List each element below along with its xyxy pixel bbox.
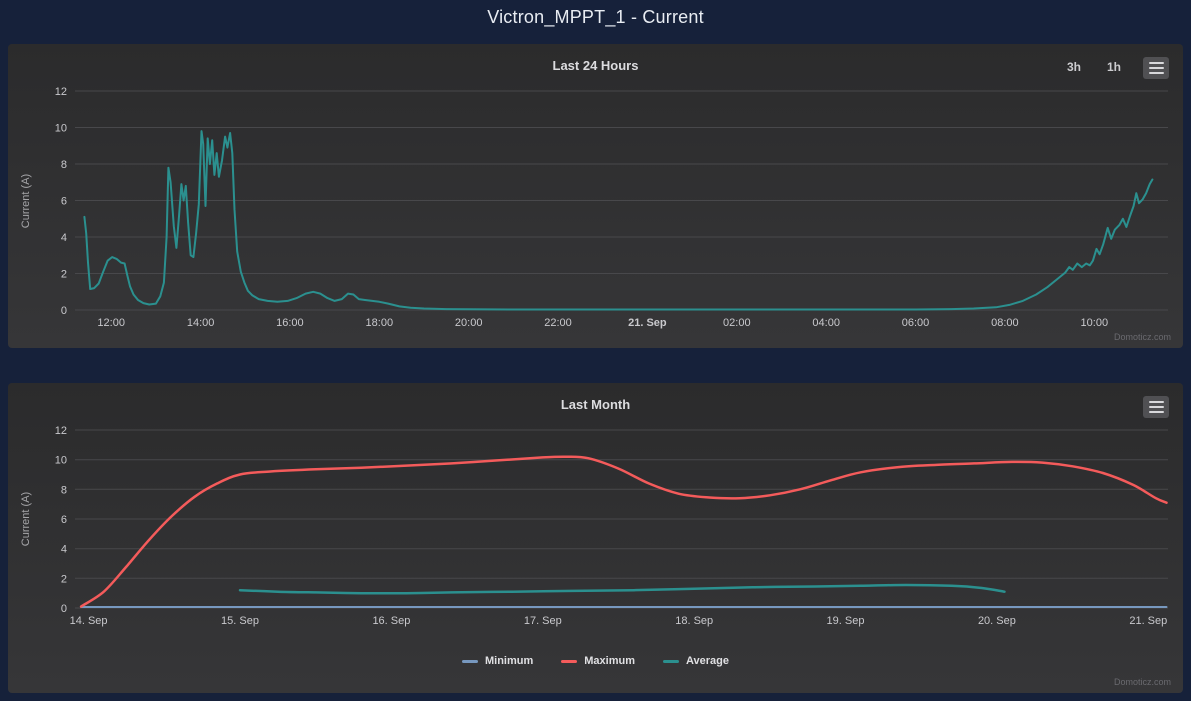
chart-context-menu-button[interactable]: [1143, 57, 1169, 79]
x-tick-label: 16. Sep: [372, 615, 410, 627]
chart-legend: Minimum Maximum Average: [8, 655, 1183, 667]
hamburger-icon: [1148, 62, 1164, 74]
y-tick-label: 4: [61, 544, 67, 556]
y-tick-label: 12: [55, 425, 67, 437]
credit-link[interactable]: Domoticz.com: [1113, 332, 1171, 342]
x-tick-label: 06:00: [902, 317, 930, 329]
x-tick-label: 21. Sep: [628, 317, 667, 329]
x-tick-label: 17. Sep: [524, 615, 562, 627]
chart-panel-last-24-hours: 0 2 4 6 8 10 12 12:00 14:00 16:00 18:00 20:00 22:00 2…: [8, 44, 1183, 348]
hamburger-icon: [1148, 401, 1164, 413]
y-tick-label: 8: [61, 484, 67, 496]
y-tick-label: 8: [61, 159, 67, 171]
x-tick-label: 18. Sep: [675, 615, 713, 627]
legend-label: Maximum: [584, 655, 635, 667]
range-selector: 3h 1h: [1067, 60, 1121, 74]
legend-item-average[interactable]: Average: [663, 655, 729, 667]
y-tick-label: 0: [61, 603, 67, 615]
x-tick-label: 20:00: [455, 317, 483, 329]
legend-swatch: [461, 659, 478, 663]
x-tick-label: 08:00: [991, 317, 1019, 329]
chart-panel-last-month: 0 2 4 6 8 10 12 14. Sep 15. Sep 16. Sep 17. Sep 18.…: [8, 383, 1183, 693]
y-axis-title: Current (A): [20, 491, 32, 547]
credit-link[interactable]: Domoticz.com: [1113, 677, 1171, 687]
x-tick-label: 18:00: [366, 317, 394, 329]
x-tick-label: 12:00: [97, 317, 125, 329]
y-tick-label: 2: [61, 573, 67, 585]
page-header: Victron_MPPT_1 - Current: [0, 0, 1191, 28]
series-maximum: [79, 455, 1168, 608]
y-tick-label: 2: [61, 269, 67, 281]
y-axis-title: Current (A): [20, 173, 32, 229]
y-tick-label: 4: [61, 232, 67, 244]
y-tick-label: 12: [55, 86, 67, 98]
x-tick-label: 21. Sep: [1129, 615, 1167, 627]
legend-item-maximum[interactable]: Maximum: [561, 655, 635, 667]
legend-swatch: [663, 659, 679, 663]
range-button-1h[interactable]: 1h: [1106, 60, 1121, 74]
x-tick-label: 16:00: [276, 317, 304, 329]
y-tick-label: 0: [61, 305, 67, 317]
x-tick-label: 10:00: [1081, 317, 1109, 329]
x-tick-label: 04:00: [812, 317, 840, 329]
legend-item-minimum[interactable]: Minimum: [461, 655, 534, 667]
y-tick-label: 6: [61, 514, 67, 526]
y-tick-label: 6: [61, 196, 67, 208]
y-tick-label: 10: [55, 123, 67, 135]
chart-context-menu-button[interactable]: [1143, 396, 1169, 418]
legend-label: Average: [686, 655, 730, 667]
x-tick-label: 22:00: [544, 317, 572, 329]
x-tick-label: 14:00: [187, 317, 215, 329]
last-24-hours-plot-area: 0 2 4 6 8 10 12 12:00 14:00 16:00 18:00 20:00 22:00 2…: [55, 86, 1168, 329]
chart-title: Last Month: [560, 397, 631, 412]
legend-swatch: [561, 659, 578, 663]
x-tick-label: 14. Sep: [70, 615, 108, 627]
x-tick-label: 20. Sep: [978, 615, 1016, 627]
series-average: [238, 583, 1006, 595]
y-tick-label: 10: [55, 455, 67, 467]
x-tick-label: 15. Sep: [221, 615, 259, 627]
chart-title: Last 24 Hours: [552, 58, 639, 73]
x-tick-label: 02:00: [723, 317, 751, 329]
x-tick-label: 19. Sep: [827, 615, 865, 627]
page-title: Victron_MPPT_1 - Current: [487, 7, 704, 27]
series-current: [83, 130, 1154, 311]
range-button-3h[interactable]: 3h: [1066, 60, 1081, 74]
legend-label: Minimum: [484, 655, 534, 667]
last-month-plot-area: 0 2 4 6 8 10 12 14. Sep 15. Sep 16. Sep 17. Sep 18.…: [55, 425, 1168, 627]
